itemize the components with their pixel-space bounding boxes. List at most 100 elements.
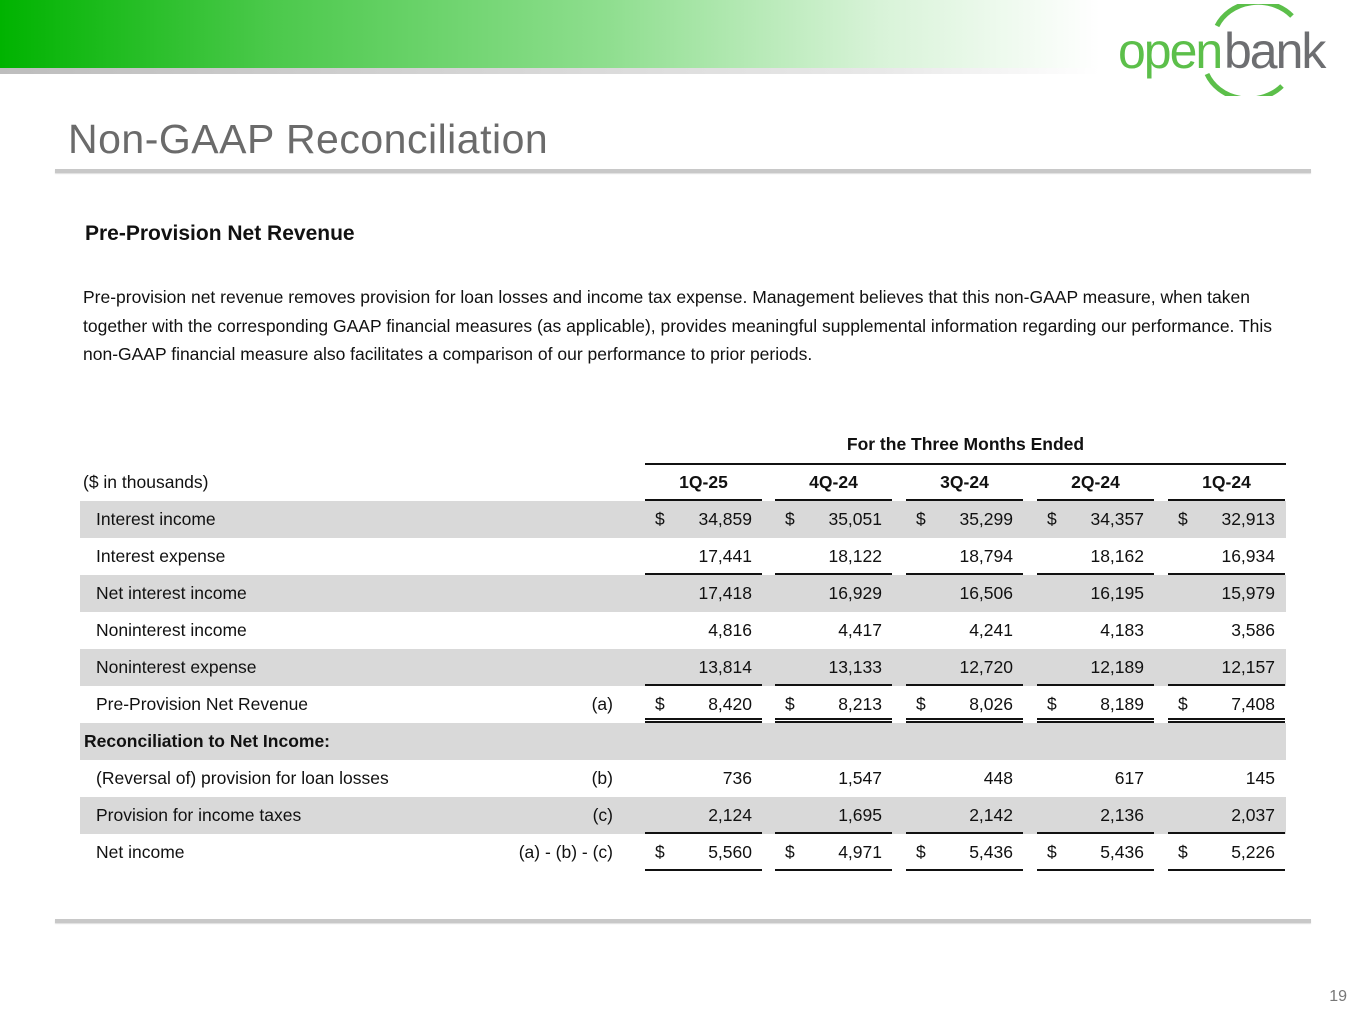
cell-value: 35,051	[828, 509, 882, 529]
cell-value: 15,979	[1221, 583, 1275, 603]
cell-value: 448	[983, 768, 1013, 788]
value-cell: 13,133	[775, 649, 892, 686]
svg-text:open: open	[1118, 23, 1221, 79]
value-cell: $8,213	[775, 686, 892, 723]
value-cell: 18,794	[906, 538, 1023, 575]
cell-value: 4,816	[708, 620, 752, 640]
cell-value: 18,162	[1090, 546, 1144, 566]
cell-value: 16,195	[1090, 583, 1144, 603]
cell-value: 35,299	[959, 509, 1013, 529]
table-row: Net interest income 17,418 16,929 16,506 16,…	[80, 575, 1286, 612]
row-label: Noninterest income	[96, 620, 247, 640]
value-cell: $34,357	[1037, 501, 1154, 538]
row-reference: (b)	[591, 768, 613, 788]
row-label: Interest income	[96, 509, 216, 529]
cell-value: 5,226	[1231, 842, 1275, 862]
value-cell: 4,241	[906, 612, 1023, 649]
cell-value: 8,189	[1100, 694, 1144, 714]
cell-value: 34,357	[1090, 509, 1144, 529]
cell-value: 4,241	[969, 620, 1013, 640]
cell-value: 13,814	[698, 657, 752, 677]
row-reference: (a) - (b) - (c)	[518, 842, 613, 862]
cell-value: 2,037	[1231, 805, 1275, 825]
table-row: (Reversal of) provision for loan losses (…	[80, 760, 1286, 797]
dollar-sign: $	[1047, 509, 1057, 529]
column-header: 4Q-24	[775, 464, 892, 501]
cell-value: 4,183	[1100, 620, 1144, 640]
value-cell: 4,183	[1037, 612, 1154, 649]
header-banner	[0, 0, 1100, 68]
table-row: Pre-Provision Net Revenue (a) $8,420 $8,213…	[80, 686, 1286, 723]
cell-value: 1,547	[838, 768, 882, 788]
cell-value: 8,213	[838, 694, 882, 714]
dollar-sign: $	[1178, 509, 1188, 529]
value-cell: $8,420	[645, 686, 762, 723]
cell-value: 16,934	[1221, 546, 1275, 566]
value-cell: $8,026	[906, 686, 1023, 723]
dollar-sign: $	[1178, 842, 1188, 862]
cell-value: 4,417	[838, 620, 882, 640]
cell-value: 8,420	[708, 694, 752, 714]
row-label: Net income	[96, 842, 185, 862]
value-cell	[1037, 723, 1154, 760]
cell-value: 2,124	[708, 805, 752, 825]
cell-value: 32,913	[1221, 509, 1275, 529]
value-cell: 448	[906, 760, 1023, 797]
row-reference: (c)	[592, 805, 613, 825]
value-cell: 2,136	[1037, 797, 1154, 834]
value-cell: $5,436	[906, 834, 1023, 871]
value-cell	[645, 723, 762, 760]
cell-value: 16,929	[828, 583, 882, 603]
cell-value: 34,859	[698, 509, 752, 529]
row-label: Interest expense	[96, 546, 226, 566]
dollar-sign: $	[916, 694, 926, 714]
column-header: 1Q-24	[1168, 464, 1285, 501]
value-cell: 2,142	[906, 797, 1023, 834]
page-number: 19	[1329, 988, 1347, 1005]
unit-label: ($ in thousands)	[83, 472, 209, 492]
cell-value: 17,418	[698, 583, 752, 603]
value-cell: 16,506	[906, 575, 1023, 612]
cell-value: 12,189	[1090, 657, 1144, 677]
column-header: 3Q-24	[906, 464, 1023, 501]
value-cell: $8,189	[1037, 686, 1154, 723]
cell-value: 2,142	[969, 805, 1013, 825]
cell-value: 12,157	[1221, 657, 1275, 677]
value-cell: 18,122	[775, 538, 892, 575]
value-cell: 17,441	[645, 538, 762, 575]
value-cell: 12,720	[906, 649, 1023, 686]
value-cell	[1168, 723, 1285, 760]
page-title: Non-GAAP Reconciliation	[68, 116, 549, 162]
row-label: Reconciliation to Net Income:	[84, 731, 330, 751]
table-row: Noninterest income 4,816 4,417 4,241 4,183 3,…	[80, 612, 1286, 649]
svg-text:bank: bank	[1224, 23, 1327, 79]
value-cell: 15,979	[1168, 575, 1285, 612]
value-cell: 4,816	[645, 612, 762, 649]
value-cell: 12,157	[1168, 649, 1285, 686]
value-cell	[906, 723, 1023, 760]
value-cell: 3,586	[1168, 612, 1285, 649]
cell-value: 5,436	[1100, 842, 1144, 862]
cell-value: 17,441	[698, 546, 752, 566]
value-cell: $4,971	[775, 834, 892, 871]
value-cell: 12,189	[1037, 649, 1154, 686]
dollar-sign: $	[655, 842, 665, 862]
cell-value: 5,436	[969, 842, 1013, 862]
row-label: (Reversal of) provision for loan losses	[96, 768, 389, 788]
value-cell: $35,299	[906, 501, 1023, 538]
title-divider	[55, 169, 1311, 173]
row-label: Noninterest expense	[96, 657, 257, 677]
value-cell: 1,695	[775, 797, 892, 834]
row-label: Provision for income taxes	[96, 805, 302, 825]
cell-value: 3,586	[1231, 620, 1275, 640]
column-header: 2Q-24	[1037, 464, 1154, 501]
cell-value: 4,971	[838, 842, 882, 862]
column-header-row: ($ in thousands) 1Q-25 4Q-24 3Q-24 2Q-24 1Q-…	[80, 464, 1286, 501]
section-subtitle: Pre-Provision Net Revenue	[85, 222, 355, 245]
dollar-sign: $	[655, 694, 665, 714]
table-row: Net income (a) - (b) - (c) $5,560 $4,971 $5,…	[80, 834, 1286, 871]
value-cell: 2,124	[645, 797, 762, 834]
value-cell: 16,195	[1037, 575, 1154, 612]
dollar-sign: $	[1047, 842, 1057, 862]
value-cell: $32,913	[1168, 501, 1285, 538]
